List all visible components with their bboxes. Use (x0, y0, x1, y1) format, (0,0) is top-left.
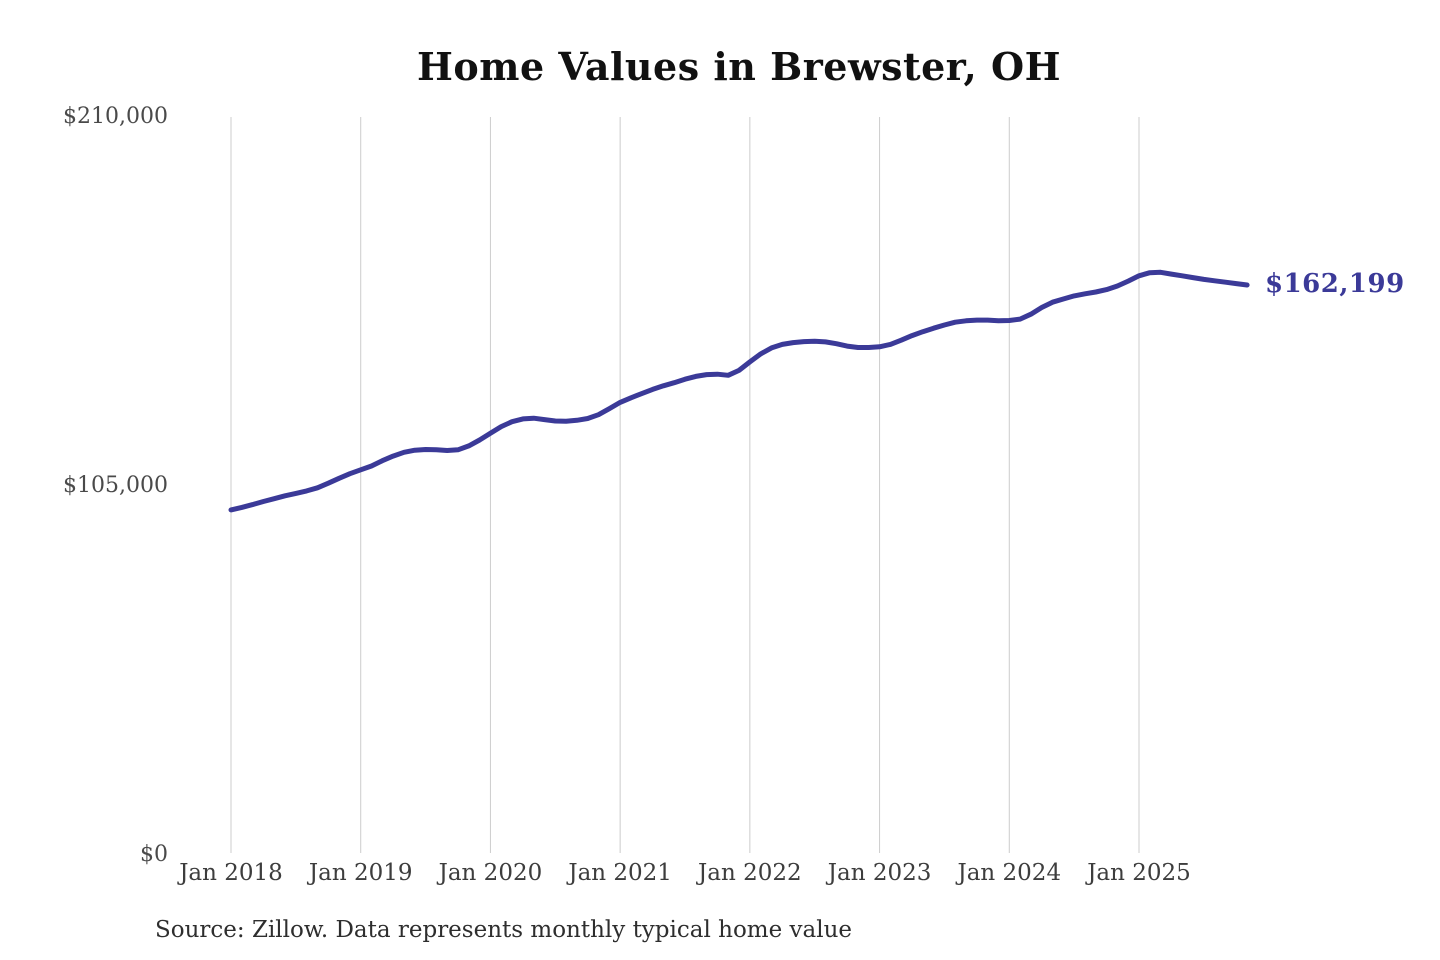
x-tick-label: Jan 2018 (179, 860, 283, 886)
x-tick-label: Jan 2019 (308, 860, 413, 886)
x-tick-label: Jan 2021 (568, 860, 672, 886)
x-tick-label: Jan 2024 (957, 860, 1062, 886)
y-tick-label: $0 (140, 842, 168, 867)
x-tick-label: Jan 2025 (1087, 860, 1191, 886)
chart-title: Home Values in Brewster, OH (416, 44, 1062, 89)
y-tick-label: $210,000 (63, 104, 168, 129)
y-tick-label: $105,000 (63, 473, 168, 498)
home-value-line (228, 269, 1250, 513)
end-value-label: $162,199 (1265, 268, 1405, 299)
x-tick-label: Jan 2022 (698, 860, 802, 886)
x-tick-label: Jan 2020 (438, 860, 543, 886)
source-note: Source: Zillow. Data represents monthly … (155, 917, 853, 943)
x-tick-label: Jan 2023 (827, 860, 932, 886)
